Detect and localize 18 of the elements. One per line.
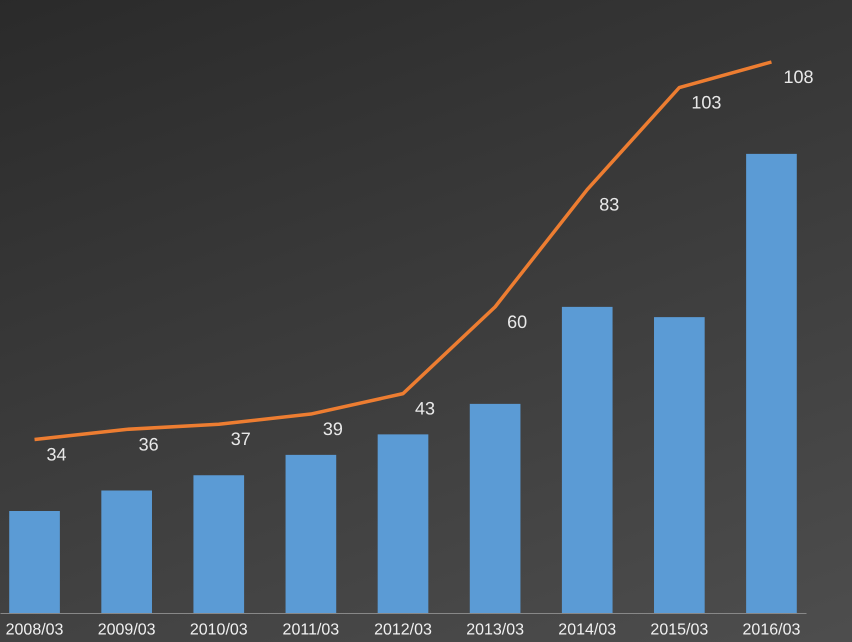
data-label: 43 xyxy=(415,398,436,419)
data-label: 83 xyxy=(599,194,620,215)
x-tick-label: 2008/03 xyxy=(6,622,64,638)
data-label: 39 xyxy=(322,419,343,440)
x-tick-label: 2010/03 xyxy=(190,622,248,638)
x-tick-label: 2014/03 xyxy=(558,622,616,638)
data-label: 108 xyxy=(783,67,814,87)
data-label: 37 xyxy=(230,429,251,450)
x-tick-label: 2013/03 xyxy=(466,622,524,638)
x-tick-label: 2009/03 xyxy=(98,622,156,638)
x-tick-label: 2011/03 xyxy=(282,622,340,638)
data-label: 34 xyxy=(46,444,67,465)
data-label: 36 xyxy=(138,434,159,454)
x-tick-label: 2012/03 xyxy=(374,622,432,638)
x-tick-label: 2016/03 xyxy=(742,622,800,638)
data-label: 60 xyxy=(507,312,528,332)
x-tick-label: 2015/03 xyxy=(650,622,708,638)
data-label: 103 xyxy=(691,92,722,113)
